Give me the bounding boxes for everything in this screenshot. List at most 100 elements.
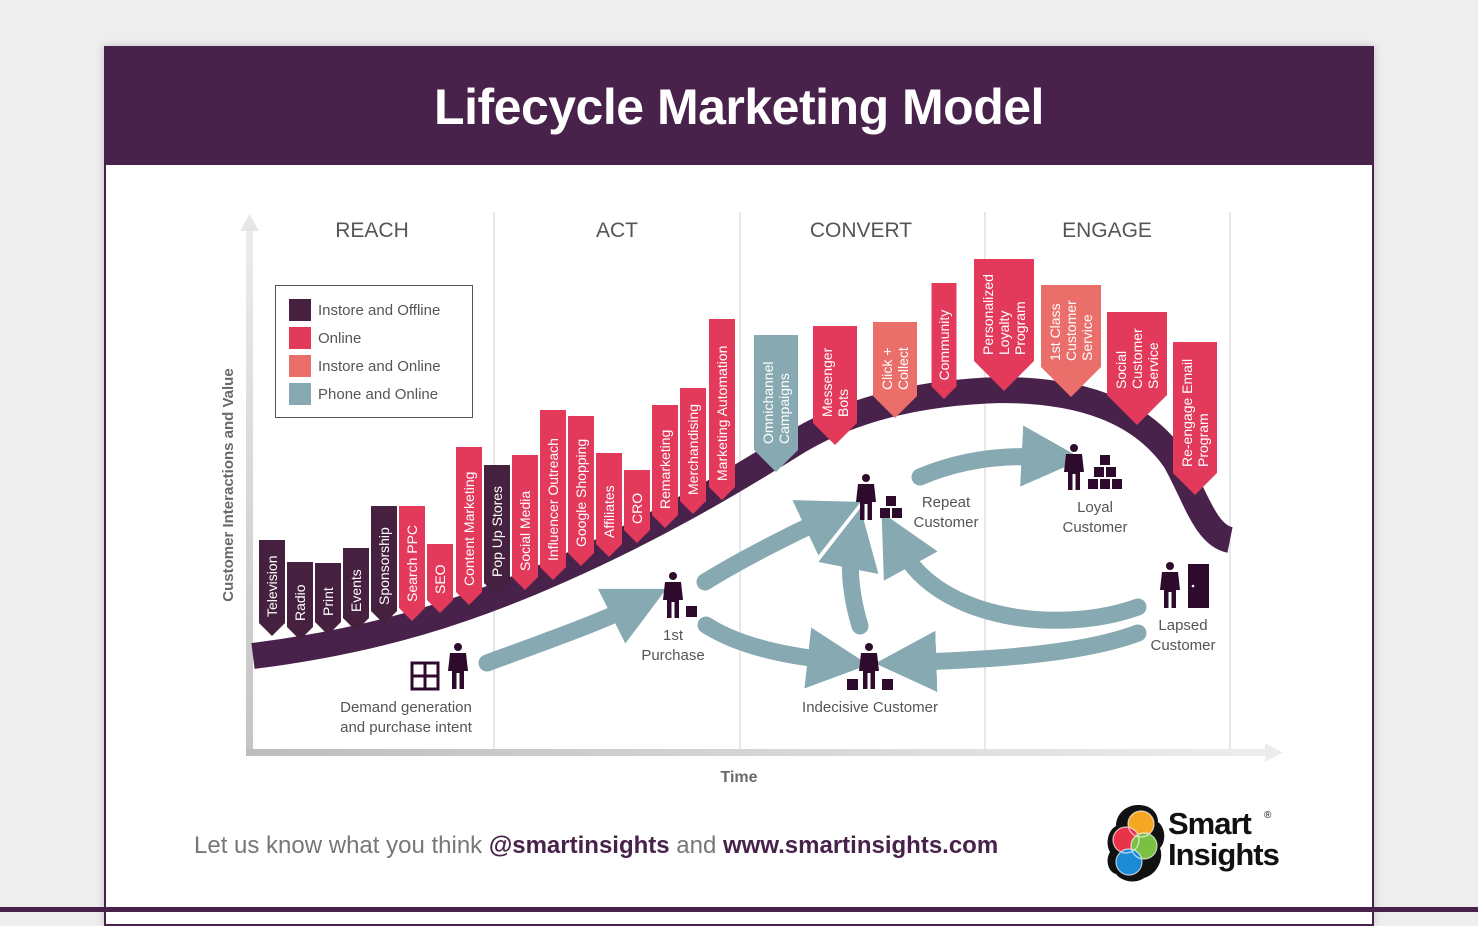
tactic-banner — [596, 453, 622, 557]
tactic-label: CRO — [629, 493, 645, 524]
tactic-banner — [315, 563, 341, 635]
legend-label: Online — [318, 330, 361, 347]
y-axis — [240, 214, 259, 756]
node-label: Purchase — [641, 647, 704, 664]
boxes-icon — [880, 496, 902, 518]
legend-item: Phone and Online — [289, 383, 438, 405]
registered-mark: ® — [1264, 810, 1272, 821]
tactic-marketing-automation: Marketing Automation — [709, 319, 735, 500]
node-label: Indecisive Customer — [802, 699, 938, 716]
tactic-banner — [456, 447, 482, 605]
node-first-purchase: 1st Purchase — [641, 627, 704, 664]
tactic-banner — [259, 540, 285, 636]
smart-insights-logo[interactable]: Smart Insights ® — [1106, 802, 1286, 884]
tactic-seo: SEO — [427, 544, 453, 613]
tactic-community: Community — [931, 283, 957, 399]
tactic-label: Service — [1079, 314, 1095, 361]
door-icon — [1188, 564, 1209, 608]
tactic-label: Click + — [879, 348, 895, 390]
node-lapsed: Lapsed Customer — [1150, 617, 1215, 654]
stage-heading-act: ACT — [596, 219, 638, 242]
tactic-label: Events — [348, 569, 364, 612]
arrow-lapsed-to-indecisive — [875, 624, 1147, 692]
tactic-personalized-loyalty-program: Personalized Loyalty Program — [974, 259, 1034, 391]
stage-heading-reach: REACH — [335, 219, 409, 242]
legend-label: Phone and Online — [318, 386, 438, 403]
logo-circles-icon — [1107, 805, 1165, 882]
tactic-banner — [568, 416, 594, 566]
tactic-banner — [1107, 312, 1167, 425]
tactic-print: Print — [315, 563, 341, 635]
tactic-banner — [754, 335, 798, 472]
person-icon — [859, 643, 879, 689]
legend-item: Instore and Offline — [289, 299, 440, 321]
tactic-label: Content Marketing — [461, 472, 477, 586]
arrow-lapsed-to-repeat — [881, 512, 1147, 629]
tactic-label: Social — [1113, 351, 1129, 389]
box-icon — [882, 679, 893, 690]
tactic-banner — [343, 548, 369, 631]
node-loyal: Loyal Customer — [1062, 499, 1127, 536]
node-indecisive: Indecisive Customer — [802, 699, 938, 716]
tactic-banner — [427, 544, 453, 613]
tactic-remarketing: Remarketing — [652, 405, 678, 528]
tactic-label: Bots — [835, 389, 851, 417]
tactic-label: Program — [1012, 301, 1028, 355]
tactic-merchandising: Merchandising — [680, 388, 706, 514]
tactic-label: Print — [320, 587, 336, 616]
tactic-pop-up-stores: Pop Up Stores — [484, 465, 510, 596]
tactic-re-engage-email-program: Re-engage Email Program — [1173, 342, 1217, 495]
arrow-first-purchase-to-indecisive — [697, 616, 869, 689]
tactic-omnichannel-campaigns: Omnichannel Campaigns — [754, 335, 798, 472]
node-label: Customer — [913, 514, 978, 531]
footer-middle: and — [669, 832, 724, 859]
logo-line-1: Smart — [1168, 806, 1252, 841]
tactic-label: Community — [936, 310, 952, 381]
x-axis-label: Time — [720, 769, 757, 786]
tactic-label: Search PPC — [404, 525, 420, 602]
logo-wordmark: Smart Insights — [1168, 806, 1280, 870]
node-demand: Demand generation and purchase intent — [340, 699, 473, 736]
tactic-label: Loyalty — [996, 311, 1012, 355]
node-label: Demand generation — [340, 699, 472, 716]
node-label: 1st — [663, 627, 684, 644]
legend-swatch — [289, 327, 311, 349]
stage-heading-convert: CONVERT — [810, 219, 912, 242]
customer-nodes — [410, 444, 1209, 691]
person-icon — [856, 474, 876, 520]
tactic-label: Radio — [292, 584, 308, 621]
legend-swatch — [289, 355, 311, 377]
tactic-label: Television — [264, 556, 280, 617]
tactic-banner — [371, 506, 397, 624]
box-icon — [686, 606, 697, 617]
arrow-first-purchase-to-repeat — [696, 500, 861, 591]
twitter-handle-link[interactable]: @smartinsights — [488, 832, 670, 859]
legend-item: Online — [289, 327, 361, 349]
tactic-banner — [974, 259, 1034, 391]
node-label: Repeat — [922, 494, 971, 511]
tactic-label: Social Media — [517, 491, 533, 571]
tactic-social-media: Social Media — [512, 455, 538, 590]
tactic-banner — [624, 470, 650, 543]
person-icon — [448, 643, 468, 689]
tactic-label: Program — [1195, 413, 1211, 467]
person-icon — [1064, 444, 1084, 490]
tactic-label: Personalized — [980, 274, 996, 355]
tactic-banner — [484, 465, 510, 596]
infographic-card: Lifecycle Marketing Model — [104, 46, 1374, 926]
tactic-influencer-outreach: Influencer Outreach — [540, 410, 566, 580]
tactic-social-customer-service: Social Customer Service — [1107, 312, 1167, 425]
page-title: Lifecycle Marketing Model — [434, 78, 1044, 135]
tactic-label: Omnichannel — [760, 362, 776, 445]
tactic-banner — [931, 283, 957, 399]
tactic-banner — [540, 410, 566, 580]
website-link[interactable]: www.smartinsights.com — [723, 832, 999, 859]
tactic-label: Messenger — [819, 347, 835, 417]
arrow-demand-to-first-purchase — [478, 588, 667, 672]
tactic-banner — [709, 319, 735, 500]
tactic-label: Pop Up Stores — [489, 486, 505, 577]
stage-heading-engage: ENGAGE — [1062, 219, 1152, 242]
legend-swatch — [289, 383, 311, 405]
tactic-banner — [399, 506, 425, 621]
